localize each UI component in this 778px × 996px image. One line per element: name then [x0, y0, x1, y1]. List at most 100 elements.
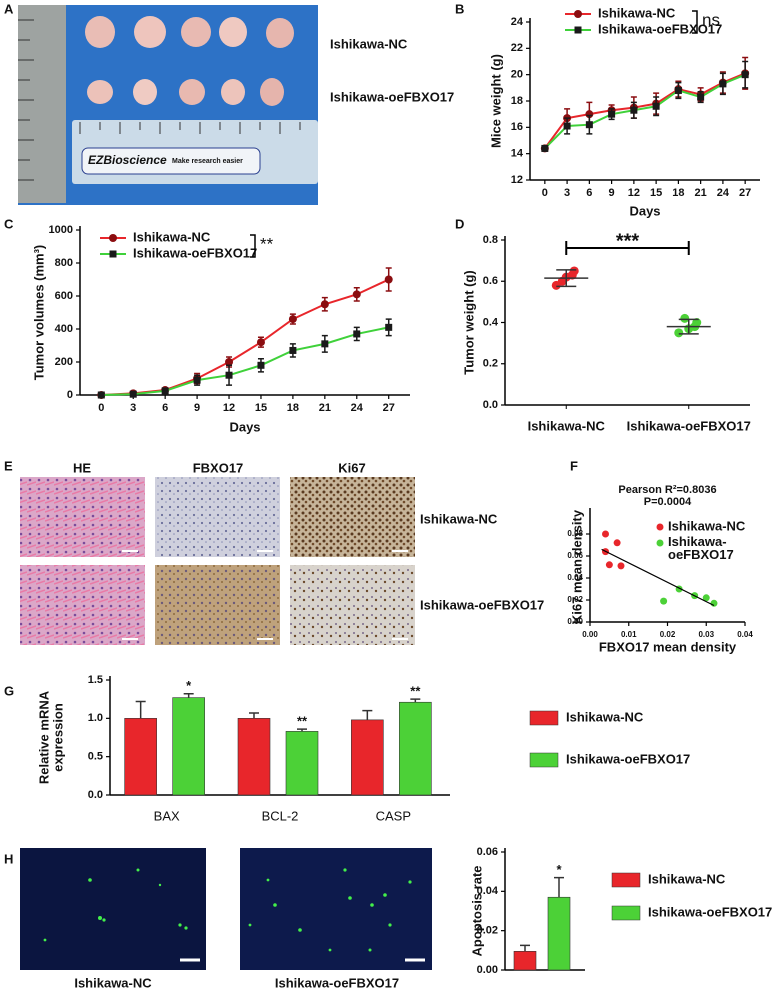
marker	[97, 391, 105, 399]
significance-label: **	[260, 234, 274, 253]
error-bar	[183, 693, 194, 698]
panel-letter: D	[455, 216, 464, 231]
series-line	[101, 326, 389, 396]
significance-label: *	[556, 862, 562, 877]
y-tick-label: 0.00	[477, 964, 498, 976]
x-tick-label: 0.03	[698, 630, 714, 639]
x-tick-label: 18	[672, 187, 684, 199]
error-bar	[297, 728, 307, 732]
marker	[193, 376, 201, 384]
legend-swatch	[611, 872, 641, 888]
significance-label: **	[297, 714, 308, 729]
marker	[384, 275, 393, 284]
y-axis-label: Relative mRNA	[36, 690, 51, 784]
x-tick-label: 0.04	[737, 630, 753, 639]
legend-swatch	[529, 710, 559, 726]
error-bar	[249, 712, 259, 719]
y-tick-label: 16	[511, 121, 523, 133]
panel-letter: H	[4, 851, 13, 866]
x-tick-label: 27	[383, 402, 395, 414]
fluorescence-images	[20, 848, 432, 970]
x-axis-label: Days	[229, 419, 260, 434]
legend-label: Ishikawa-NC	[133, 229, 211, 244]
error-bar	[554, 876, 564, 898]
y-tick-label: 0.02	[567, 595, 583, 604]
marker	[288, 315, 297, 324]
x-tick-label: 3	[130, 402, 136, 414]
error-bar	[362, 709, 373, 720]
legend-label: Ishikawa-oeFBXO17	[668, 534, 734, 562]
legend-label: Ishikawa-oeFBXO17	[648, 904, 772, 919]
y-tick-label: 20	[511, 69, 523, 81]
y-tick-label: 0.02	[477, 925, 498, 937]
y-tick-label: 0.00	[567, 617, 583, 626]
significance-label: **	[410, 684, 421, 699]
legend-label: Ishikawa-NC	[598, 5, 676, 20]
bar	[237, 718, 271, 796]
y-tick-label: 12	[511, 174, 523, 186]
x-tick-label: 24	[351, 402, 364, 414]
y-axis-label: Tumor volumes (mm³)	[31, 245, 46, 381]
significance-label: ns	[702, 10, 720, 29]
chart-title: P=0.0004	[644, 496, 692, 508]
marker	[320, 300, 329, 309]
tumor-photo: EZBioscience Make research easier	[18, 5, 318, 205]
legend-marker	[574, 26, 582, 34]
marker	[256, 338, 265, 347]
chart-title: Pearson R²=0.8036	[618, 484, 716, 496]
sample-label: Ishikawa-oeFBXO17	[330, 89, 454, 104]
x-tick-label: 27	[739, 187, 751, 199]
error-bar	[135, 700, 146, 719]
bar	[547, 896, 571, 971]
significance-bracket	[565, 241, 690, 255]
marker	[563, 122, 571, 130]
marker	[289, 346, 297, 354]
sample-label: Ishikawa-NC	[330, 36, 408, 51]
x-tick-label: 24	[717, 187, 730, 199]
column-header: HE	[73, 460, 91, 475]
significance-label: ***	[616, 230, 640, 252]
x-axis-label: Days	[629, 203, 660, 218]
error-bar	[410, 698, 421, 703]
column-header: Ki67	[338, 460, 365, 475]
data-point	[674, 328, 684, 338]
legend-swatch	[611, 905, 641, 921]
marker	[674, 86, 682, 94]
error-bar	[520, 944, 530, 952]
x-tick-label: 21	[319, 402, 331, 414]
panel-letter: C	[4, 216, 14, 231]
marker	[585, 121, 593, 129]
y-tick-label: 0.06	[567, 551, 583, 560]
data-point	[710, 599, 718, 607]
marker	[652, 102, 660, 110]
marker	[630, 106, 638, 114]
y-axis-label: Tumor weight (g)	[461, 270, 476, 374]
panel-letter: F	[570, 458, 578, 473]
y-axis-label: Mice weight (g)	[488, 54, 503, 148]
x-tick-label: 15	[255, 402, 267, 414]
y-tick-label: 24	[511, 16, 524, 28]
row-label: Ishikawa-oeFBXO17	[420, 597, 544, 612]
x-tick-label: Ishikawa-NC	[528, 418, 606, 433]
x-tick-label: 9	[194, 402, 200, 414]
data-point	[567, 270, 577, 280]
marker	[161, 387, 169, 395]
legend-label: Ishikawa-oeFBXO17	[566, 751, 690, 766]
panel-letter: A	[4, 1, 14, 16]
significance-bracket	[250, 234, 256, 258]
x-tick-label: CASP	[376, 808, 411, 823]
x-tick-label: 3	[564, 187, 570, 199]
legend-marker	[109, 250, 117, 258]
x-tick-label: Ishikawa-oeFBXO17	[627, 418, 751, 433]
x-tick-label: 18	[287, 402, 299, 414]
legend-label: Ishikawa-NC	[648, 871, 726, 886]
legend-swatch	[529, 752, 559, 768]
marker	[352, 290, 361, 299]
x-tick-label: 21	[695, 187, 707, 199]
y-tick-label: 0.04	[477, 885, 499, 897]
data-point	[602, 530, 609, 538]
x-tick-label: 15	[650, 187, 662, 199]
y-tick-label: 600	[55, 290, 73, 302]
y-tick-label: 18	[511, 95, 523, 107]
data-point	[660, 597, 668, 605]
